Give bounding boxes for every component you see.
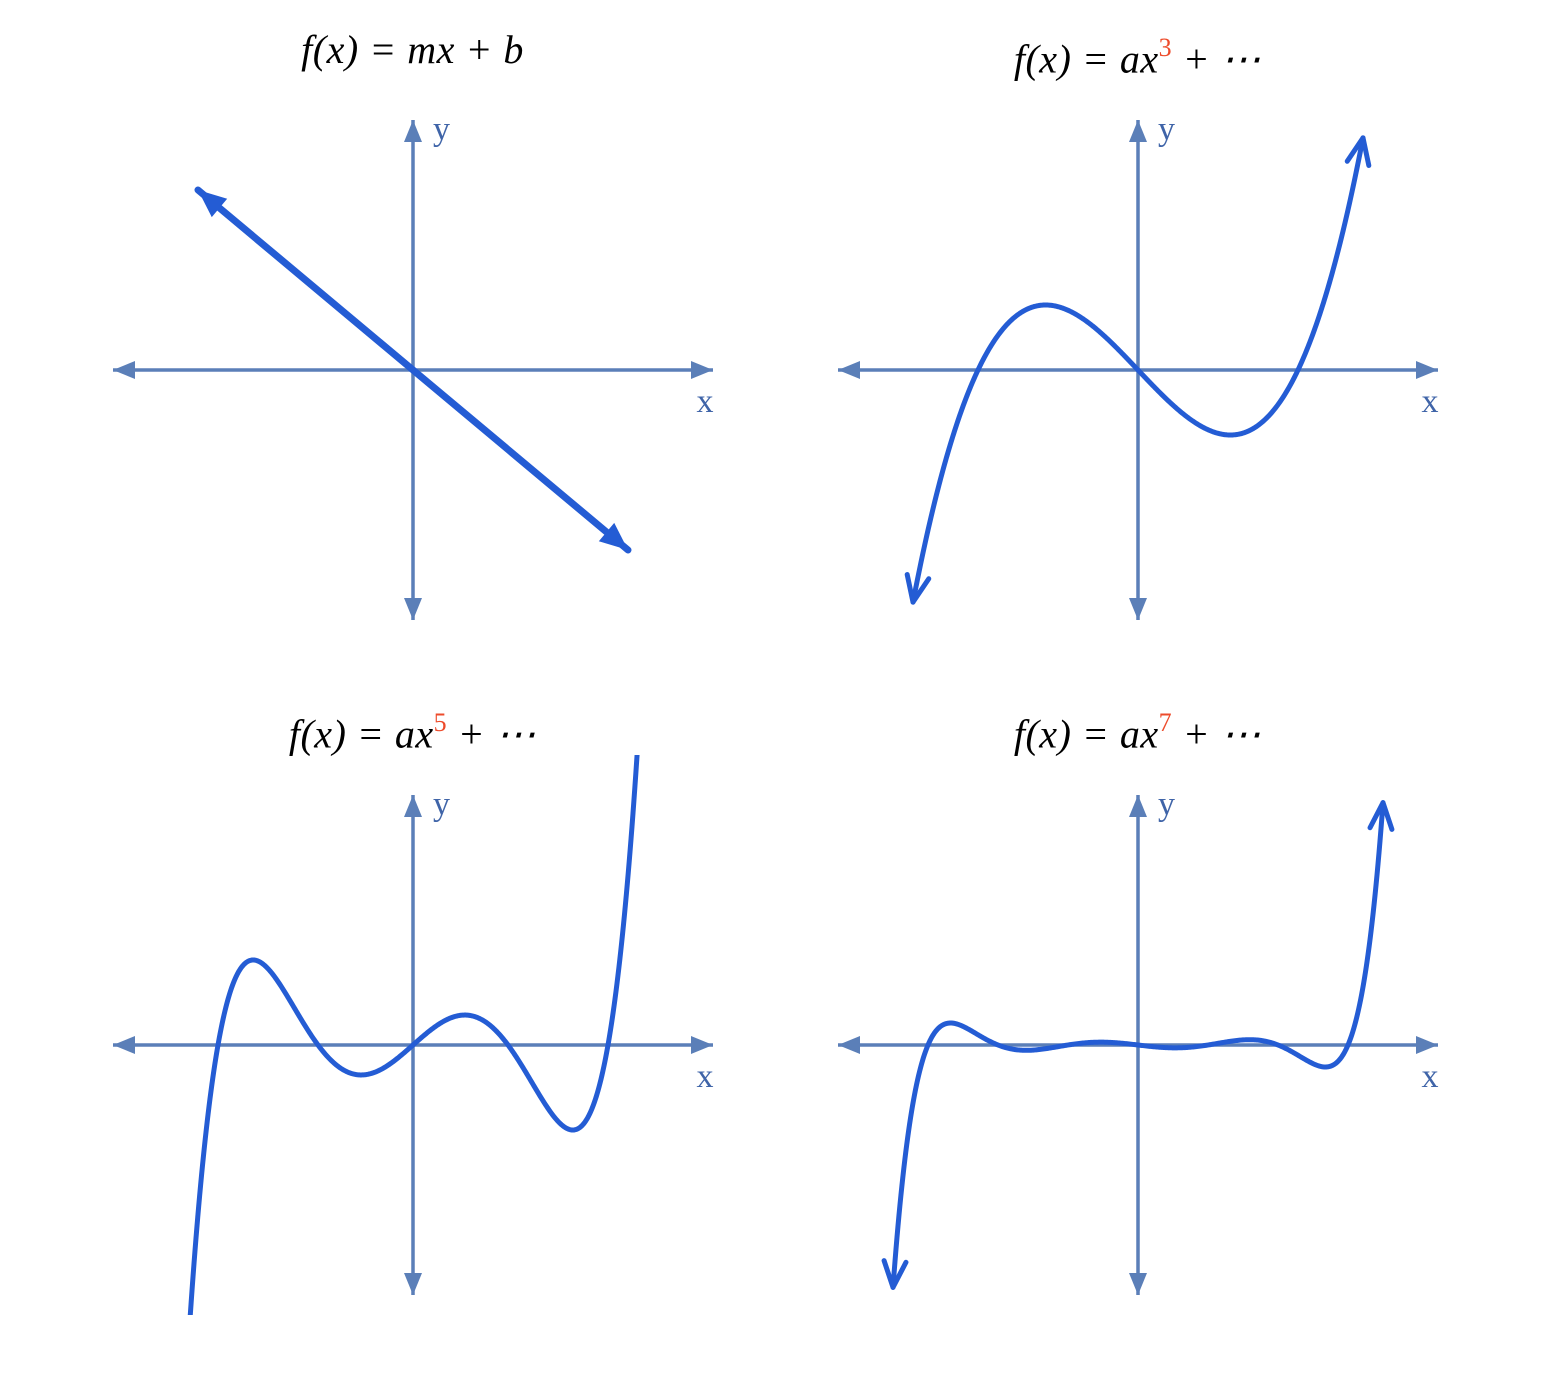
plot-cubic: xy — [798, 80, 1478, 640]
plot-septic: xy — [798, 755, 1478, 1315]
svg-text:y: y — [433, 111, 450, 148]
svg-text:y: y — [1158, 786, 1175, 823]
svg-text:y: y — [433, 786, 450, 823]
panel-quintic: f(x) = ax5 + ⋯ xy — [60, 695, 765, 1340]
svg-text:x: x — [1421, 1058, 1438, 1095]
svg-text:x: x — [1421, 383, 1438, 420]
equation-septic: f(x) = ax7 + ⋯ — [1014, 695, 1261, 755]
svg-text:x: x — [696, 383, 713, 420]
panel-linear: f(x) = mx + b xy — [60, 20, 765, 665]
equation-cubic: f(x) = ax3 + ⋯ — [1014, 20, 1261, 80]
svg-text:x: x — [696, 1058, 713, 1095]
panel-grid: f(x) = mx + b xy f(x) = ax3 + ⋯ xy f(x) … — [0, 0, 1550, 1380]
equation-linear: f(x) = mx + b — [301, 20, 524, 80]
plot-quintic: xy — [73, 755, 753, 1315]
panel-cubic: f(x) = ax3 + ⋯ xy — [785, 20, 1490, 665]
plot-linear: xy — [73, 80, 753, 640]
panel-septic: f(x) = ax7 + ⋯ xy — [785, 695, 1490, 1340]
equation-quintic: f(x) = ax5 + ⋯ — [289, 695, 536, 755]
svg-text:y: y — [1158, 111, 1175, 148]
